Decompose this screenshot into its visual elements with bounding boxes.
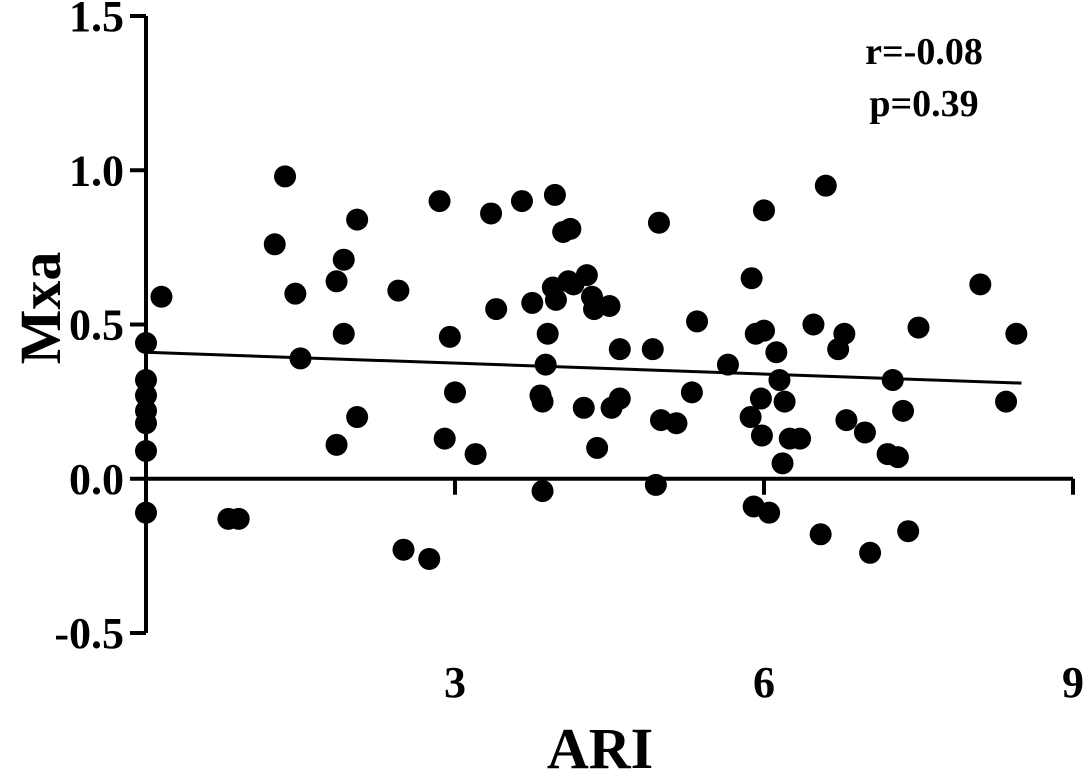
data-point (665, 412, 688, 435)
p-value-annotation: p=0.39 (869, 83, 978, 125)
data-point (773, 390, 796, 413)
data-point (428, 190, 451, 213)
data-point (135, 412, 157, 435)
data-point (753, 199, 775, 222)
data-point (892, 399, 915, 422)
y-tick-label: 1.5 (69, 0, 124, 41)
data-point (802, 313, 825, 336)
x-tick-label: 9 (1062, 658, 1084, 707)
data-point (444, 381, 466, 404)
x-tick-label: 3 (444, 658, 466, 707)
data-point (559, 217, 582, 240)
data-point (332, 248, 355, 271)
data-point (346, 208, 369, 231)
data-point (809, 523, 832, 546)
data-point (135, 332, 157, 355)
y-tick-label: -0.5 (54, 609, 124, 658)
data-point (135, 501, 157, 524)
y-tick-label: 1.0 (69, 146, 124, 195)
data-point (572, 396, 595, 419)
data-point (346, 406, 369, 429)
data-point (521, 291, 544, 314)
data-point (536, 322, 559, 345)
data-point (480, 202, 503, 225)
data-point (753, 319, 775, 342)
y-axis-label: Mxa (8, 252, 73, 365)
data-point (750, 424, 773, 447)
data-point (907, 316, 930, 339)
data-point (544, 288, 567, 311)
data-point (510, 190, 533, 213)
data-point (765, 341, 788, 364)
data-point (274, 165, 297, 188)
data-point (886, 446, 909, 469)
data-point (1005, 322, 1028, 345)
data-point (686, 310, 709, 333)
data-point (332, 322, 355, 345)
data-point (853, 421, 876, 444)
data-point (647, 211, 670, 234)
data-point (575, 264, 598, 287)
data-point (833, 322, 856, 345)
data-point (644, 473, 667, 496)
data-point (433, 427, 456, 450)
data-point (789, 427, 812, 450)
data-point (135, 369, 157, 392)
data-point (289, 347, 312, 370)
data-point (739, 406, 762, 429)
data-point (531, 480, 554, 503)
data-point (227, 507, 250, 530)
data-point (263, 233, 286, 256)
data-point (859, 541, 882, 564)
data-point (749, 387, 772, 410)
data-point (814, 174, 837, 197)
data-point (534, 353, 557, 376)
data-point (438, 325, 461, 348)
data-point (325, 270, 348, 293)
data-point (768, 369, 791, 392)
data-point (995, 390, 1018, 413)
data-point (716, 353, 739, 376)
plot-area: -0.5 0.0 0.5 1.0 1.5 3 6 9 (54, 0, 1084, 707)
data-point (543, 183, 566, 206)
data-point (680, 381, 703, 404)
data-point (464, 443, 487, 466)
data-point (969, 273, 992, 296)
data-point (284, 282, 307, 305)
x-axis-label: ARI (547, 716, 653, 775)
y-tick-label: 0.5 (69, 301, 124, 350)
data-point (598, 294, 621, 317)
data-point (881, 369, 904, 392)
data-point (740, 267, 763, 290)
data-point (531, 390, 554, 413)
data-point (392, 538, 415, 561)
data-point (608, 387, 631, 410)
data-point (897, 520, 920, 543)
data-point (608, 338, 631, 361)
data-point (325, 433, 348, 456)
data-point (771, 452, 794, 475)
data-point (758, 501, 781, 524)
data-point (150, 285, 173, 308)
data-point (135, 384, 157, 407)
y-tick-label: 0.0 (69, 455, 124, 504)
data-point (586, 436, 609, 459)
data-point (387, 279, 410, 302)
data-point (835, 409, 858, 432)
data-point (641, 338, 664, 361)
data-point (135, 439, 157, 462)
data-point (485, 298, 508, 321)
x-tick-label: 6 (753, 658, 775, 707)
correlation-annotation: r=-0.08 (865, 31, 983, 73)
data-point (418, 547, 441, 570)
